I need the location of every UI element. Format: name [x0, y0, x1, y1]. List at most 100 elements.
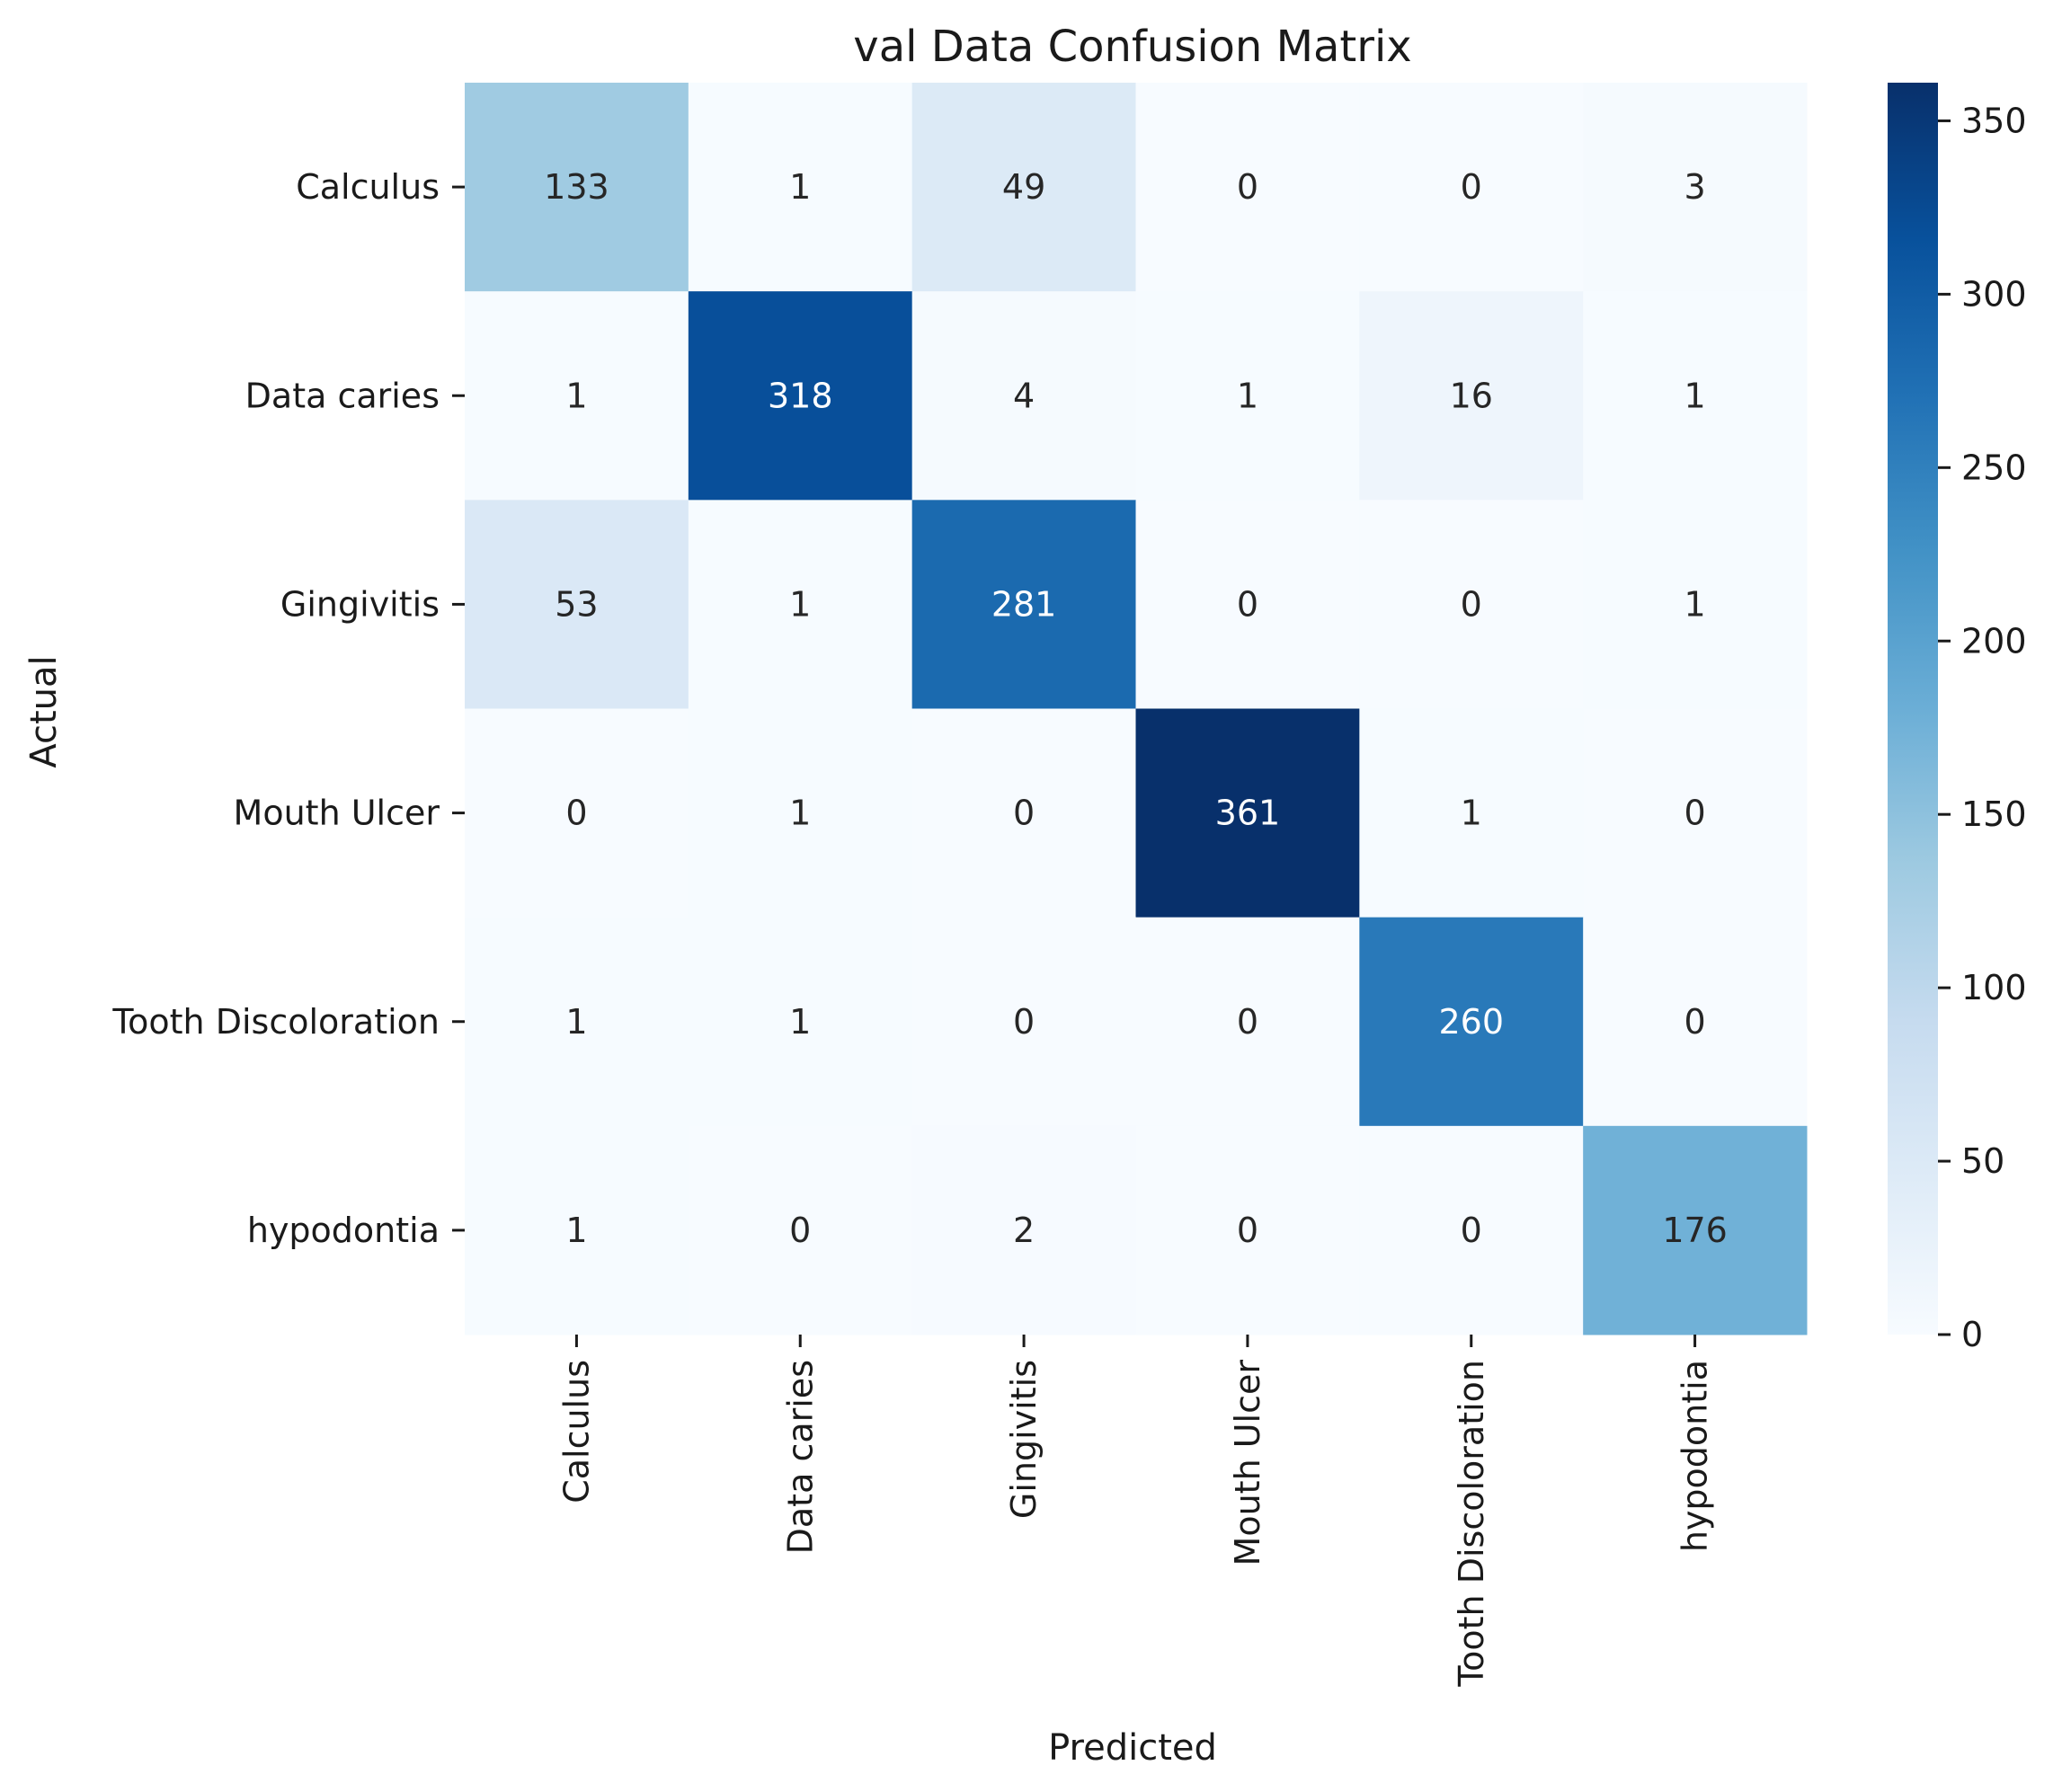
heatmap-cells [465, 83, 1808, 1335]
heatmap-cell-r1-c4 [1359, 291, 1584, 501]
heatmap-cell-r3-c1 [688, 708, 913, 918]
y-tick-label-4: Tooth Discoloration [111, 1002, 440, 1042]
heatmap-cell-r0-c1 [688, 83, 913, 292]
cell-value-r5-c3: 0 [1237, 1211, 1258, 1250]
cell-value-r4-c2: 0 [1013, 1002, 1035, 1042]
cell-value-r1-c1: 318 [768, 376, 833, 415]
heatmap-cell-r1-c0 [465, 291, 689, 501]
heatmap-cell-r0-c2 [911, 83, 1136, 292]
y-tick-label-1: Data caries [245, 376, 440, 415]
heatmap-cell-r0-c4 [1359, 83, 1584, 292]
colorbar [1888, 83, 1938, 1335]
cell-value-r4-c0: 1 [565, 1002, 587, 1042]
cell-value-r5-c4: 0 [1461, 1211, 1482, 1250]
y-axis-label: Actual [23, 655, 65, 767]
heatmap-cell-r0-c0 [465, 83, 689, 292]
x-tick-label-5: hypodontia [1675, 1360, 1715, 1552]
heatmap-cell-r3-c5 [1583, 708, 1808, 918]
heatmap-cell-r4-c4 [1359, 917, 1584, 1127]
y-tick-label-3: Mouth Ulcer [234, 794, 440, 833]
cell-value-r0-c2: 49 [1002, 167, 1045, 207]
colorbar-tick-label-5: 250 [1961, 448, 2027, 487]
colorbar-tick-label-0: 0 [1961, 1315, 1983, 1354]
heatmap-cell-r3-c4 [1359, 708, 1584, 918]
chart-title: val Data Confusion Matrix [853, 22, 1411, 72]
heatmap-cell-r4-c1 [688, 917, 913, 1127]
heatmap-cell-r4-c0 [465, 917, 689, 1127]
cell-value-r2-c2: 281 [991, 584, 1057, 624]
cell-value-r5-c5: 176 [1662, 1211, 1728, 1250]
x-tick-label-1: Data caries [780, 1360, 820, 1554]
y-tick-label-0: Calculus [296, 167, 440, 207]
heatmap-cell-r1-c1 [688, 291, 913, 501]
cell-value-r2-c0: 53 [555, 584, 598, 624]
cell-value-r0-c4: 0 [1461, 167, 1482, 207]
cell-value-r3-c0: 0 [565, 794, 587, 833]
cell-value-r0-c0: 133 [544, 167, 609, 207]
heatmap-cell-r5-c4 [1359, 1125, 1584, 1335]
cell-value-r3-c2: 0 [1013, 794, 1035, 833]
heatmap-cell-r2-c5 [1583, 500, 1808, 709]
heatmap-cell-r2-c1 [688, 500, 913, 709]
cell-value-r2-c4: 0 [1461, 584, 1482, 624]
cell-value-r1-c5: 1 [1684, 376, 1705, 415]
heatmap-cell-r0-c5 [1583, 83, 1808, 292]
y-axis-ticks: Calculus Data caries Gingivitis Mouth Ulcer… [111, 167, 465, 1250]
heatmap-cell-r2-c4 [1359, 500, 1584, 709]
x-tick-label-4: Tooth Discoloration [1452, 1360, 1491, 1688]
heatmap-cell-r4-c5 [1583, 917, 1808, 1127]
colorbar-tick-label-7: 350 [1961, 101, 2027, 140]
cell-value-r1-c3: 1 [1237, 376, 1258, 415]
heatmap-cell-r3-c3 [1135, 708, 1360, 918]
x-axis-ticks: Calculus Data caries Gingivitis Mouth Ulcer… [556, 1335, 1715, 1688]
heatmap-cell-r3-c2 [911, 708, 1136, 918]
colorbar-ticks: 0 50 100 150 200 250 300 350 [1938, 101, 2027, 1354]
heatmap-cell-labels: 133 1 49 0 0 3 1 318 4 1 16 1 53 1 281 0 0 1 0 1 0 361 1 0 1 1 0 0 2… [544, 167, 1728, 1250]
x-tick-label-2: Gingivitis [1004, 1360, 1044, 1519]
cell-value-r3-c3: 361 [1215, 794, 1281, 833]
heatmap-cell-r4-c2 [911, 917, 1136, 1127]
heatmap-cell-r1-c2 [911, 291, 1136, 501]
cell-value-r1-c2: 4 [1013, 376, 1035, 415]
colorbar-tick-label-6: 300 [1961, 274, 2027, 314]
heatmap-cell-r5-c2 [911, 1125, 1136, 1335]
colorbar-tick-label-2: 100 [1961, 968, 2027, 1007]
heatmap-cell-r2-c0 [465, 500, 689, 709]
heatmap-cell-r5-c5 [1583, 1125, 1808, 1335]
cell-value-r2-c3: 0 [1237, 584, 1258, 624]
cell-value-r4-c1: 1 [789, 1002, 811, 1042]
cell-value-r1-c0: 1 [565, 376, 587, 415]
heatmap-cell-r4-c3 [1135, 917, 1360, 1127]
cell-value-r4-c4: 260 [1438, 1002, 1504, 1042]
cell-value-r2-c1: 1 [789, 584, 811, 624]
cell-value-r4-c3: 0 [1237, 1002, 1258, 1042]
cell-value-r3-c1: 1 [789, 794, 811, 833]
colorbar-tick-label-3: 150 [1961, 794, 2027, 834]
cell-value-r0-c1: 1 [789, 167, 811, 207]
heatmap-cell-r5-c3 [1135, 1125, 1360, 1335]
cell-value-r3-c5: 0 [1684, 794, 1705, 833]
y-tick-label-2: Gingivitis [280, 584, 440, 624]
heatmap-cell-r5-c0 [465, 1125, 689, 1335]
cell-value-r3-c4: 1 [1461, 794, 1482, 833]
heatmap-cell-r2-c3 [1135, 500, 1360, 709]
cell-value-r4-c5: 0 [1684, 1002, 1705, 1042]
cell-value-r5-c0: 1 [565, 1211, 587, 1250]
heatmap-cell-r1-c3 [1135, 291, 1360, 501]
heatmap-cell-r5-c1 [688, 1125, 913, 1335]
heatmap-cell-r1-c5 [1583, 291, 1808, 501]
x-tick-label-0: Calculus [556, 1360, 596, 1504]
cell-value-r5-c1: 0 [789, 1211, 811, 1250]
x-axis-label: Predicted [1048, 1727, 1217, 1769]
cell-value-r0-c5: 3 [1684, 167, 1705, 207]
cell-value-r2-c5: 1 [1684, 584, 1705, 624]
colorbar-tick-label-1: 50 [1961, 1141, 2004, 1181]
x-tick-label-3: Mouth Ulcer [1228, 1360, 1267, 1566]
heatmap-cell-r0-c3 [1135, 83, 1360, 292]
cell-value-r0-c3: 0 [1237, 167, 1258, 207]
cell-value-r1-c4: 16 [1450, 376, 1493, 415]
heatmap-cell-r2-c2 [911, 500, 1136, 709]
heatmap-cell-r3-c0 [465, 708, 689, 918]
colorbar-tick-label-4: 200 [1961, 621, 2027, 661]
